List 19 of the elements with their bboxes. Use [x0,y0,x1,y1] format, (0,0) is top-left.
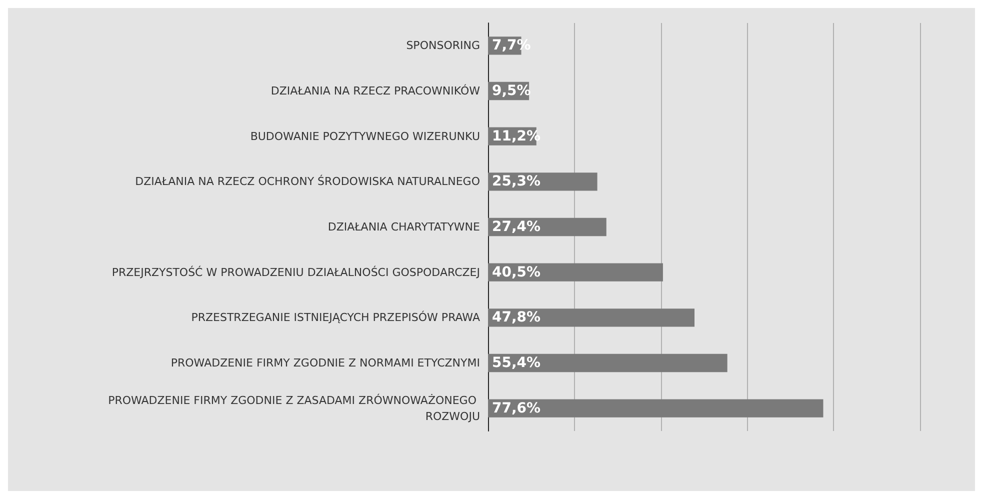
data-label: 77,6% [492,400,541,416]
y-tick-label: SPONSORING [406,39,480,52]
data-label: 47,8% [492,310,541,326]
data-label: 55,4% [492,355,541,371]
y-tick-label: BUDOWANIE POZYTYWNEGO WIZERUNKU [250,130,480,143]
y-tick-label: PRZESTRZEGANIE ISTNIEJĄCYCH PRZEPISÓW PRAWA [191,310,480,324]
data-label: 40,5% [492,264,541,280]
bar [488,399,824,418]
bar [488,263,663,282]
y-tick-label: DZIAŁANIA NA RZECZ OCHRONY ŚRODOWISKA NATURALNEGO [135,174,480,188]
data-label: 25,3% [492,174,541,190]
y-tick-label: DZIAŁANIA NA RZECZ PRACOWNIKÓW [270,84,480,98]
bar [488,354,728,372]
bar [488,308,694,327]
y-tick-label: PROWADZENIE FIRMY ZGODNIE Z NORMAMI ETYCZNYMI [170,356,480,370]
y-tick-label: PRZEJRZYSTOŚĆ W PROWADZENIU DZIAŁALNOŚCI GOSPODARCZEJ [112,264,480,279]
y-tick-label: PROWADZENIE FIRMY ZGODNIE Z ZASADAMI ZRÓWNOWAŻONEGO ROZWOJU [108,392,480,423]
y-tick-label: DZIAŁANIA CHARYTATYWNE [328,220,480,234]
data-label: 27,4% [492,219,541,235]
